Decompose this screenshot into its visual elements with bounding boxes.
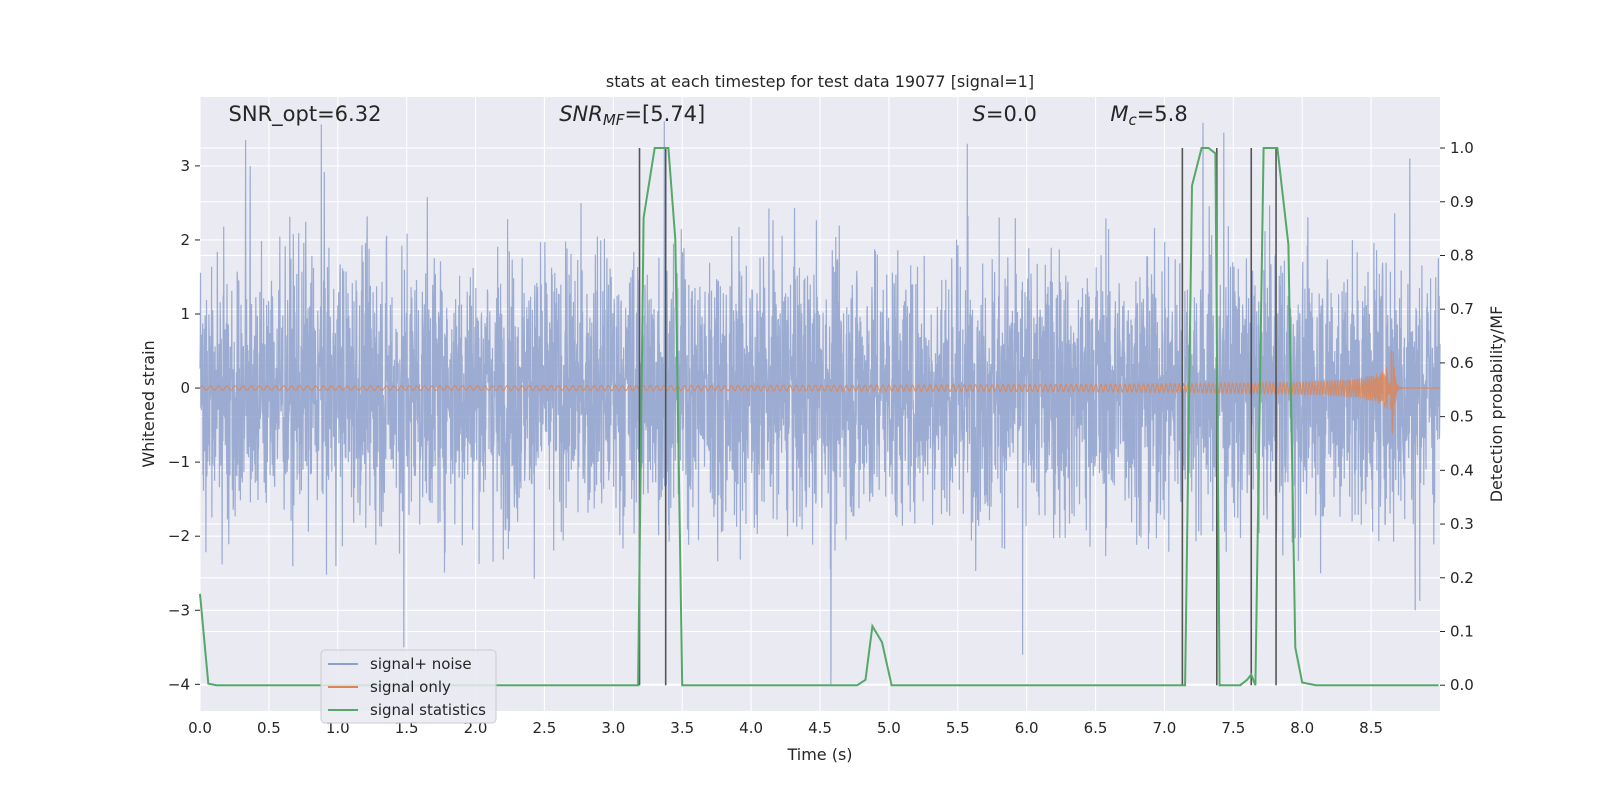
annotations: SNR_opt=6.32 SNRMF=[5.74] S=0.0 Mc=5.8 (229, 102, 1188, 129)
y-right-tick-label: 0.0 (1450, 676, 1474, 694)
x-axis-label: Time (s) (786, 745, 852, 764)
x-tick-label: 4.0 (739, 719, 763, 737)
y-left-tick-label: 3 (180, 157, 190, 175)
x-tick-label: 8.0 (1290, 719, 1314, 737)
annotation-1: SNRMF=[5.74] (559, 102, 705, 129)
x-tick-label: 6.0 (1015, 719, 1039, 737)
y-right-tick-label: 0.3 (1450, 515, 1474, 533)
annotation-0: SNR_opt=6.32 (229, 102, 382, 127)
series-signal-statistics (199, 147, 1439, 687)
legend-label: signal+ noise (370, 655, 472, 673)
x-tick-label: 2.5 (533, 719, 557, 737)
signal-noise-line (199, 121, 1441, 685)
annotation-3: Mc=5.8 (1110, 102, 1187, 129)
chart-title: stats at each timestep for test data 190… (606, 72, 1034, 91)
x-tick-label: 0.0 (188, 719, 212, 737)
x-tick-label: 7.0 (1153, 719, 1177, 737)
y-right-tick-label: 1.0 (1450, 139, 1474, 157)
y-right-tick-label: 0.6 (1450, 354, 1474, 372)
x-tick-label: 0.5 (257, 719, 281, 737)
x-tick-label: 5.5 (946, 719, 970, 737)
legend-label: signal statistics (370, 701, 486, 719)
y-right-tick-label: 0.5 (1450, 408, 1474, 426)
x-tick-label: 4.5 (808, 719, 832, 737)
y-axis-left-label: Whitened strain (139, 340, 158, 467)
x-tick-label: 3.0 (601, 719, 625, 737)
y-right-tick-label: 0.4 (1450, 461, 1474, 479)
y-axis-left: 3 2 1 0 −1 −2 −3 −4 (168, 157, 200, 693)
x-tick-label: 8.5 (1359, 719, 1383, 737)
y-right-tick-label: 0.9 (1450, 193, 1474, 211)
y-axis-right: 1.0 0.9 0.8 0.7 0.6 0.5 0.4 0.3 0.2 0.1 0.0 (1440, 139, 1474, 694)
x-tick-label: 7.5 (1221, 719, 1245, 737)
x-tick-label: 5.0 (877, 719, 901, 737)
legend-label: signal only (370, 678, 451, 696)
y-left-tick-label: −2 (168, 527, 190, 545)
y-right-tick-label: 0.8 (1450, 246, 1474, 264)
y-axis-right-label: Detection probability/MF (1487, 306, 1506, 503)
legend-box (320, 649, 497, 724)
signal-only-line (199, 349, 1440, 434)
y-left-tick-label: −3 (168, 601, 190, 619)
y-left-tick-label: 0 (180, 379, 190, 397)
y-left-tick-label: −4 (168, 675, 190, 693)
legend: signal+ noise signal only signal statistic… (320, 649, 497, 724)
series-signal-only (199, 349, 1440, 434)
series-signal-noise (199, 121, 1441, 685)
annotation-2: S=0.0 (973, 102, 1037, 126)
x-tick-label: 6.5 (1084, 719, 1108, 737)
y-right-tick-label: 0.7 (1450, 300, 1474, 318)
y-right-tick-label: 0.1 (1450, 622, 1474, 640)
y-left-tick-label: 2 (180, 231, 190, 249)
y-right-tick-label: 0.2 (1450, 569, 1474, 587)
x-tick-label: 3.5 (670, 719, 694, 737)
y-left-tick-label: 1 (180, 305, 190, 323)
y-left-tick-label: −1 (168, 453, 190, 471)
signal-statistics-line (199, 147, 1439, 687)
